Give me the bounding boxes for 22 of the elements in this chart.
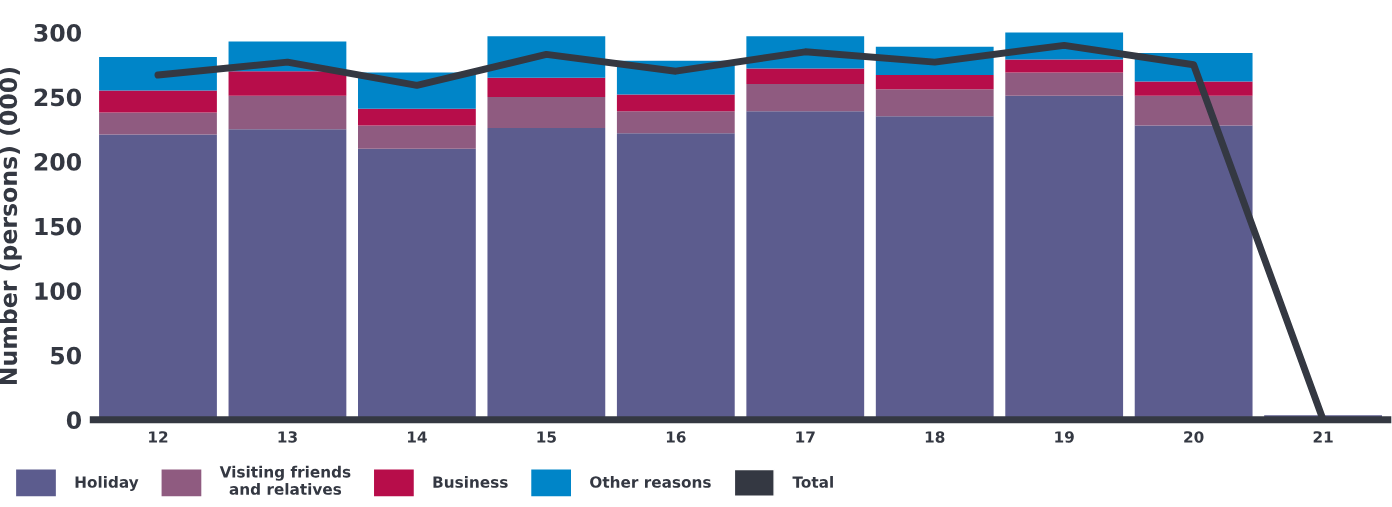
x-tick-label: 13	[278, 431, 297, 443]
y-tick-label: 0	[66, 411, 82, 430]
x-tick-label: 17	[796, 431, 815, 443]
y-tick-label: 200	[34, 153, 82, 171]
x-tick-label: 21	[1313, 431, 1333, 443]
legend-label: Visiting friends and relatives	[219, 465, 351, 495]
x-tick-label: 14	[408, 431, 427, 443]
y-tick-label: 250	[34, 88, 82, 107]
legend-label: Holiday	[75, 476, 139, 491]
y-tick-label: 50	[51, 346, 82, 365]
legend-label: Other reasons	[590, 476, 711, 488]
y-tick-label: 100	[35, 282, 82, 300]
y-tick-label: 300	[34, 23, 82, 42]
x-tick-label: 20	[1184, 431, 1204, 443]
legend-label: Business	[433, 476, 508, 488]
x-tick-label: 19	[1055, 431, 1074, 443]
x-tick-label: 16	[666, 431, 686, 443]
x-tick-label: 12	[149, 431, 168, 443]
y-tick-label: 150	[35, 217, 82, 236]
x-tick-label: 15	[537, 431, 556, 443]
x-tick-label: 18	[925, 431, 945, 443]
legend-label: Total	[792, 476, 833, 488]
